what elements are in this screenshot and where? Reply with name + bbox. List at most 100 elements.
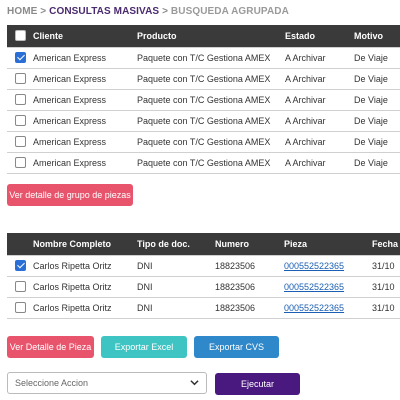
execute-button[interactable]: Ejecutar bbox=[215, 373, 300, 395]
cell-motivo: De Viaje bbox=[354, 152, 400, 174]
row-checkbox[interactable] bbox=[14, 302, 26, 314]
cell-fecha: 31/10 bbox=[372, 297, 400, 319]
cell-motivo: De Viaje bbox=[354, 131, 400, 153]
select-all-header[interactable] bbox=[7, 25, 33, 47]
cell-estado: A Archivar bbox=[285, 89, 354, 111]
row-checkbox[interactable] bbox=[14, 115, 26, 127]
row-select-cell[interactable] bbox=[7, 110, 33, 132]
pieza-link[interactable]: 000552522365 bbox=[284, 302, 345, 313]
column-header-producto: Producto bbox=[137, 30, 177, 41]
row-checkbox[interactable] bbox=[14, 136, 26, 148]
view-group-detail-button[interactable]: Ver detalle de grupo de piezas bbox=[7, 184, 133, 206]
cell-motivo: De Viaje bbox=[354, 46, 400, 69]
cell-estado: A Archivar bbox=[285, 68, 354, 90]
cell-numero: 18823506 bbox=[215, 276, 284, 298]
breadcrumb-separator: > bbox=[40, 6, 47, 17]
groups-table-container: Cliente Producto Estado Motivo American … bbox=[7, 25, 400, 174]
row-select-cell[interactable] bbox=[7, 297, 33, 319]
groups-table: Cliente Producto Estado Motivo American … bbox=[7, 25, 400, 174]
cell-cliente: American Express bbox=[33, 131, 137, 153]
row-select-cell[interactable] bbox=[7, 89, 33, 111]
export-cvs-button[interactable]: Exportar CVS bbox=[194, 336, 279, 358]
table-row[interactable]: Carlos Ripetta Oritz DNI 18823506 000552522… bbox=[7, 276, 400, 298]
cell-nombre: Carlos Ripetta Oritz bbox=[33, 297, 137, 319]
cell-producto: Paquete con T/C Gestiona AMEX bbox=[137, 152, 285, 174]
chevron-down-icon bbox=[190, 380, 199, 386]
column-header-cliente: Cliente bbox=[33, 30, 64, 41]
cell-cliente: American Express bbox=[33, 89, 137, 111]
cell-fecha: 31/10 bbox=[372, 254, 400, 277]
view-piece-detail-button[interactable]: Ver Detalle de Pieza bbox=[7, 336, 94, 358]
breadcrumb: HOME > CONSULTAS MASIVAS > BUSQUEDA AGRU… bbox=[7, 6, 289, 17]
export-excel-button[interactable]: Exportar Excel bbox=[101, 336, 187, 358]
cell-cliente: American Express bbox=[33, 46, 137, 69]
row-select-cell[interactable] bbox=[7, 152, 33, 174]
column-header-numero: Numero bbox=[215, 238, 250, 249]
cell-tipo-doc: DNI bbox=[137, 297, 215, 319]
cell-producto: Paquete con T/C Gestiona AMEX bbox=[137, 68, 285, 90]
breadcrumb-consultas-masivas[interactable]: CONSULTAS MASIVAS bbox=[49, 6, 160, 17]
row-checkbox[interactable] bbox=[14, 52, 26, 64]
cell-motivo: De Viaje bbox=[354, 89, 400, 111]
groups-table-header: Cliente Producto Estado Motivo bbox=[7, 25, 400, 47]
cell-pieza: 000552522365 bbox=[284, 254, 372, 277]
select-all-header bbox=[7, 233, 33, 255]
column-header-pieza: Pieza bbox=[284, 238, 308, 249]
cell-estado: A Archivar bbox=[285, 46, 354, 69]
cell-fecha: 31/10 bbox=[372, 276, 400, 298]
table-row[interactable]: American Express Paquete con T/C Gestiona… bbox=[7, 110, 400, 132]
cell-tipo-doc: DNI bbox=[137, 254, 215, 277]
cell-numero: 18823506 bbox=[215, 297, 284, 319]
row-checkbox[interactable] bbox=[14, 281, 26, 293]
cell-estado: A Archivar bbox=[285, 131, 354, 153]
column-header-estado: Estado bbox=[285, 30, 316, 41]
cell-producto: Paquete con T/C Gestiona AMEX bbox=[137, 46, 285, 69]
pieces-table-header: Nombre Completo Tipo de doc. Numero Piez… bbox=[7, 233, 400, 255]
pieza-link[interactable]: 000552522365 bbox=[284, 281, 345, 292]
row-checkbox[interactable] bbox=[14, 94, 26, 106]
row-select-cell[interactable] bbox=[7, 131, 33, 153]
row-select-cell[interactable] bbox=[7, 276, 33, 298]
breadcrumb-busqueda-agrupada: BUSQUEDA AGRUPADA bbox=[170, 6, 289, 17]
cell-numero: 18823506 bbox=[215, 254, 284, 277]
column-header-nombre: Nombre Completo bbox=[33, 238, 112, 249]
cell-cliente: American Express bbox=[33, 152, 137, 174]
select-all-checkbox[interactable] bbox=[14, 30, 26, 42]
cell-motivo: De Viaje bbox=[354, 68, 400, 90]
table-row[interactable]: Carlos Ripetta Oritz DNI 18823506 000552522… bbox=[7, 254, 400, 277]
cell-pieza: 000552522365 bbox=[284, 297, 372, 319]
table-row[interactable]: American Express Paquete con T/C Gestiona… bbox=[7, 68, 400, 90]
row-checkbox[interactable] bbox=[14, 157, 26, 169]
cell-nombre: Carlos Ripetta Oritz bbox=[33, 254, 137, 277]
cell-estado: A Archivar bbox=[285, 152, 354, 174]
pieces-table-container: Nombre Completo Tipo de doc. Numero Piez… bbox=[7, 233, 400, 319]
column-header-fecha: Fecha bbox=[372, 238, 399, 249]
cell-cliente: American Express bbox=[33, 110, 137, 132]
table-row[interactable]: American Express Paquete con T/C Gestiona… bbox=[7, 152, 400, 174]
table-row[interactable]: American Express Paquete con T/C Gestiona… bbox=[7, 46, 400, 69]
breadcrumb-home[interactable]: HOME bbox=[7, 6, 38, 17]
cell-cliente: American Express bbox=[33, 68, 137, 90]
row-select-cell[interactable] bbox=[7, 46, 33, 69]
table-row[interactable]: Carlos Ripetta Oritz DNI 18823506 000552522… bbox=[7, 297, 400, 319]
row-select-cell[interactable] bbox=[7, 254, 33, 277]
row-select-cell[interactable] bbox=[7, 68, 33, 90]
column-header-motivo: Motivo bbox=[354, 30, 383, 41]
row-checkbox[interactable] bbox=[14, 73, 26, 85]
cell-producto: Paquete con T/C Gestiona AMEX bbox=[137, 131, 285, 153]
action-select-value: Seleccione Accion bbox=[15, 378, 89, 388]
column-header-tipo-doc: Tipo de doc. bbox=[137, 238, 190, 249]
cell-producto: Paquete con T/C Gestiona AMEX bbox=[137, 110, 285, 132]
cell-nombre: Carlos Ripetta Oritz bbox=[33, 276, 137, 298]
cell-tipo-doc: DNI bbox=[137, 276, 215, 298]
table-row[interactable]: American Express Paquete con T/C Gestiona… bbox=[7, 89, 400, 111]
cell-producto: Paquete con T/C Gestiona AMEX bbox=[137, 89, 285, 111]
pieces-table: Nombre Completo Tipo de doc. Numero Piez… bbox=[7, 233, 400, 319]
action-select[interactable]: Seleccione Accion bbox=[7, 372, 207, 394]
cell-motivo: De Viaje bbox=[354, 110, 400, 132]
row-checkbox[interactable] bbox=[14, 260, 26, 272]
pieza-link[interactable]: 000552522365 bbox=[284, 260, 345, 271]
cell-estado: A Archivar bbox=[285, 110, 354, 132]
table-row[interactable]: American Express Paquete con T/C Gestiona… bbox=[7, 131, 400, 153]
breadcrumb-separator: > bbox=[162, 6, 169, 17]
